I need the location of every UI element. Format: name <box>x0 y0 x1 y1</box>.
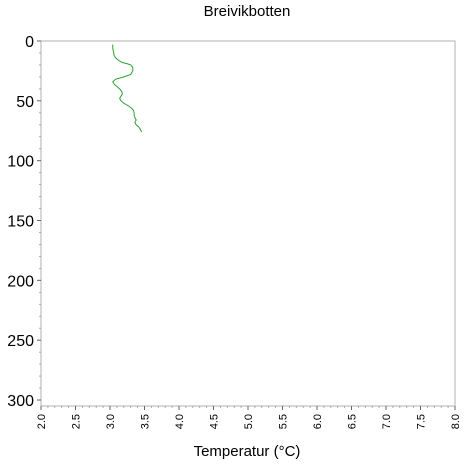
y-tick-label: 200 <box>7 273 34 290</box>
x-axis-label: Temperatur (°C) <box>194 443 301 460</box>
y-axis: 0 50 100 150 200 250 300 <box>7 34 41 410</box>
y-tick-label: 300 <box>7 393 34 410</box>
x-tick-label: 8.0 <box>450 414 462 429</box>
plot-area-frame <box>40 40 456 407</box>
x-tick-label: 6.5 <box>347 414 359 429</box>
x-tick-label: 7.0 <box>381 414 393 429</box>
x-tick-label: 2.0 <box>36 414 48 429</box>
x-tick-label: 4.0 <box>174 414 186 429</box>
x-tick-label: 4.5 <box>209 414 221 429</box>
y-tick-label: 150 <box>7 214 34 231</box>
y-tick-label: 50 <box>16 94 34 111</box>
x-tick-label: 3.0 <box>105 414 117 429</box>
x-tick-label: 5.5 <box>278 414 290 429</box>
temperature-profile-line <box>112 44 143 133</box>
y-tick-label: 250 <box>7 333 34 350</box>
y-tick-label: 0 <box>25 34 34 51</box>
y-tick-label: 100 <box>7 154 34 171</box>
x-tick-label: 5.0 <box>243 414 255 429</box>
x-tick-label: 3.5 <box>140 414 152 429</box>
x-tick-label: 6.0 <box>312 414 324 429</box>
series-layer <box>112 44 143 133</box>
chart-title: Breivikbotten <box>204 3 291 20</box>
x-tick-label: 2.5 <box>71 414 83 429</box>
x-tick-label: 7.5 <box>416 414 428 429</box>
x-axis: 2.0 2.5 3.0 3.5 4.0 4.5 5.0 5.5 6.0 6.5 7.0 7.5 8.0 <box>36 406 462 429</box>
